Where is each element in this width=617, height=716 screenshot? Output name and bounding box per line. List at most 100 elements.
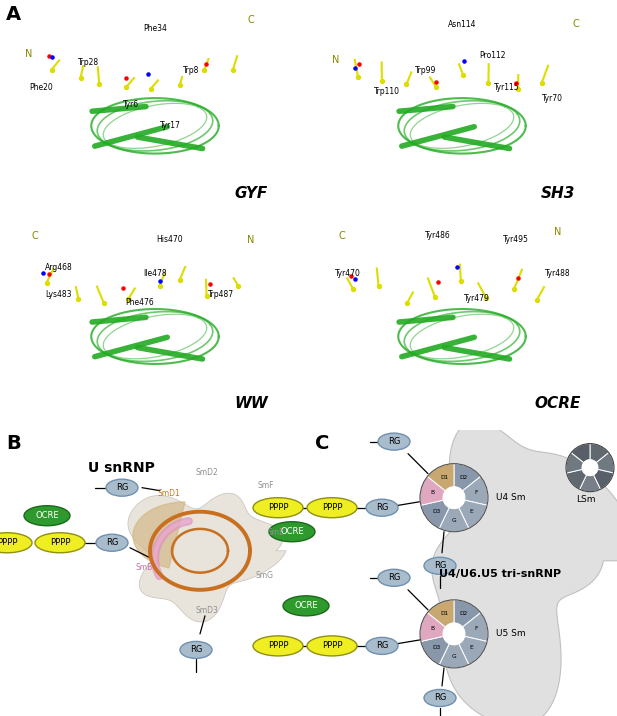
Text: PPPP: PPPP <box>50 538 70 547</box>
Text: D2: D2 <box>460 611 468 616</box>
Text: U5 Sm: U5 Sm <box>496 629 526 639</box>
Point <box>44 268 54 280</box>
Text: WW: WW <box>234 396 268 411</box>
Text: PPPP: PPPP <box>0 538 17 547</box>
Text: D1: D1 <box>440 475 449 480</box>
Point <box>99 297 109 309</box>
Text: C: C <box>31 231 38 241</box>
Text: RG: RG <box>376 642 388 650</box>
Point <box>228 64 238 76</box>
Point <box>481 292 491 304</box>
Point <box>123 294 133 305</box>
Text: Trp487: Trp487 <box>208 290 234 299</box>
Text: G: G <box>452 654 457 659</box>
Text: C: C <box>315 434 329 453</box>
Point <box>118 282 128 294</box>
Wedge shape <box>454 600 481 627</box>
Text: Phe476: Phe476 <box>126 299 154 307</box>
Text: U4/U6.U5 tri-snRNP: U4/U6.U5 tri-snRNP <box>439 569 561 579</box>
Point <box>175 79 184 91</box>
Text: Phe20: Phe20 <box>29 83 53 92</box>
Text: C: C <box>573 19 579 29</box>
Text: D2: D2 <box>460 475 468 480</box>
Text: OCRE: OCRE <box>280 527 304 536</box>
Point <box>44 50 54 62</box>
Text: D3: D3 <box>433 509 441 514</box>
Text: RG: RG <box>434 561 446 570</box>
Text: Arg468: Arg468 <box>45 263 73 272</box>
Text: U snRNP: U snRNP <box>88 460 155 475</box>
Point <box>121 72 131 84</box>
Point <box>354 58 363 69</box>
Point <box>353 71 363 82</box>
Text: Tyr470: Tyr470 <box>335 269 361 278</box>
Ellipse shape <box>283 596 329 616</box>
Wedge shape <box>579 475 600 492</box>
Point <box>175 274 184 286</box>
Ellipse shape <box>253 498 303 518</box>
Point <box>484 78 494 90</box>
Circle shape <box>582 460 598 475</box>
Text: SH3: SH3 <box>541 186 575 201</box>
Point <box>73 294 83 305</box>
Point <box>511 77 521 89</box>
Text: RG: RG <box>116 483 128 492</box>
Point <box>47 52 57 63</box>
Point <box>537 78 547 90</box>
Wedge shape <box>428 464 454 491</box>
Point <box>347 270 357 281</box>
Wedge shape <box>459 500 487 528</box>
Wedge shape <box>421 637 449 664</box>
Text: F: F <box>474 626 478 632</box>
Wedge shape <box>566 453 584 473</box>
Circle shape <box>443 487 465 508</box>
Point <box>201 59 211 70</box>
Text: Pro112: Pro112 <box>479 52 505 60</box>
Wedge shape <box>463 476 488 505</box>
Point <box>38 267 48 279</box>
Text: RG: RG <box>106 538 118 547</box>
Text: RG: RG <box>190 645 202 654</box>
Text: Trp99: Trp99 <box>415 67 437 75</box>
Point <box>402 79 412 90</box>
Text: OCRE: OCRE <box>535 396 581 411</box>
Point <box>47 64 57 75</box>
Text: F: F <box>474 490 478 495</box>
Ellipse shape <box>96 534 128 551</box>
Text: PPPP: PPPP <box>321 503 342 512</box>
Point <box>122 81 131 92</box>
Ellipse shape <box>378 433 410 450</box>
Ellipse shape <box>378 569 410 586</box>
Point <box>146 83 156 95</box>
Text: B: B <box>430 626 434 632</box>
Ellipse shape <box>424 557 456 574</box>
Text: D3: D3 <box>433 645 441 650</box>
Text: OCRE: OCRE <box>35 511 59 521</box>
Wedge shape <box>439 508 469 532</box>
Text: PPPP: PPPP <box>321 642 342 650</box>
Text: N: N <box>25 49 33 59</box>
Wedge shape <box>459 637 487 664</box>
Text: Phe34: Phe34 <box>143 24 167 33</box>
Text: B: B <box>430 490 434 495</box>
Text: SmF: SmF <box>258 481 275 490</box>
Text: SmE: SmE <box>268 528 285 537</box>
Text: SmD1: SmD1 <box>157 489 180 498</box>
Point <box>377 75 387 87</box>
Text: N: N <box>333 55 340 65</box>
Point <box>202 291 212 302</box>
Polygon shape <box>432 421 617 716</box>
Point <box>513 83 523 95</box>
Point <box>513 273 523 284</box>
Text: SmB: SmB <box>136 563 153 572</box>
Bar <box>312 215 612 425</box>
Bar <box>312 3 612 215</box>
Text: E: E <box>470 509 473 514</box>
Wedge shape <box>463 613 488 642</box>
Polygon shape <box>133 502 185 568</box>
Wedge shape <box>596 453 614 473</box>
Text: Tyr17: Tyr17 <box>160 121 180 130</box>
Text: Tyr486: Tyr486 <box>425 231 451 241</box>
Point <box>350 63 360 74</box>
Point <box>458 69 468 80</box>
